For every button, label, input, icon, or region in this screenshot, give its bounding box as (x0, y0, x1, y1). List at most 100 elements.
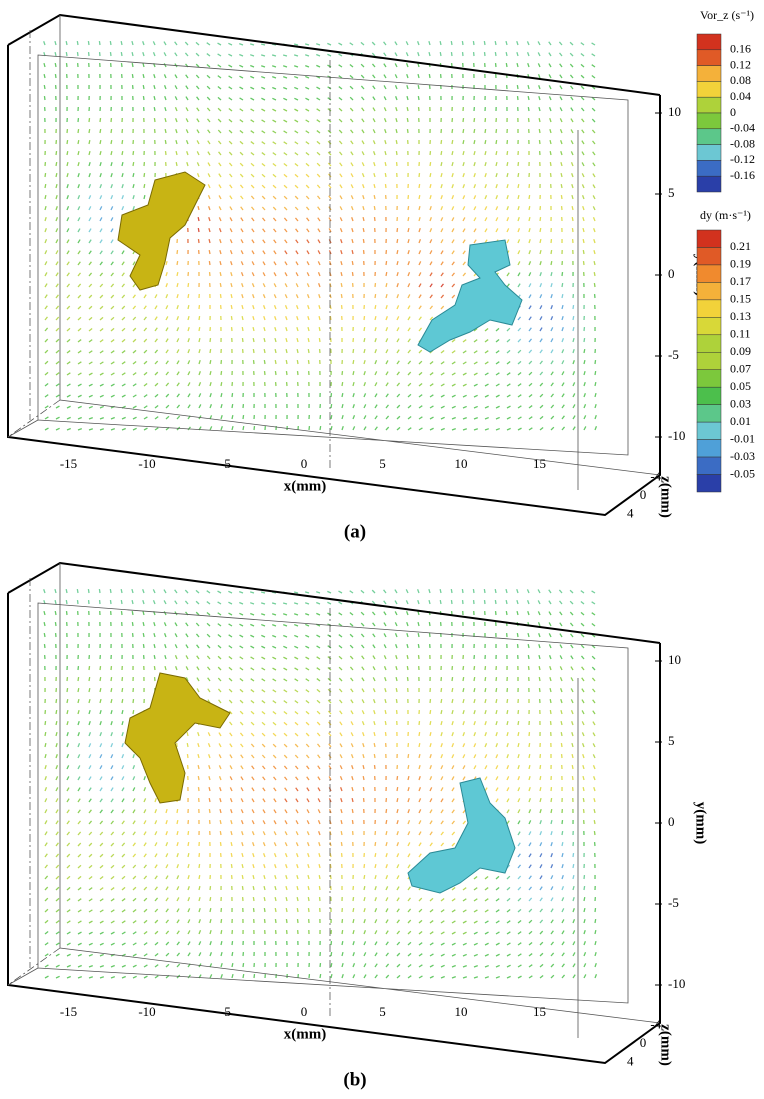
panel: -15-10-50510151050-5-10-404x(mm)y(mm)z(m… (8, 15, 709, 542)
vector-arrow (294, 614, 298, 615)
vector-arrow (56, 876, 59, 879)
vector-arrow (219, 700, 221, 703)
vector-arrow (199, 919, 200, 923)
colorbar-swatch (697, 300, 721, 317)
vector-arrow (538, 41, 540, 45)
vector-arrow (144, 173, 145, 177)
vector-arrow (208, 184, 210, 188)
vector-arrow (264, 908, 265, 912)
vector-arrow (441, 688, 442, 692)
vector-arrow (229, 152, 232, 155)
vector-arrow (67, 854, 70, 857)
vector-arrow (89, 118, 90, 122)
vector-arrow (397, 853, 399, 857)
vector-arrow (362, 119, 364, 122)
vector-arrow (262, 218, 265, 221)
vector-arrow (45, 428, 48, 430)
vector-arrow (155, 942, 158, 945)
vector-arrow (583, 195, 584, 199)
vector-arrow (262, 185, 265, 188)
vector-arrow (263, 262, 265, 265)
vector-arrow (143, 600, 144, 604)
vector-arrow (177, 327, 179, 331)
vector-arrow (133, 339, 136, 342)
vector-arrow (133, 384, 136, 386)
vector-arrow (264, 875, 265, 879)
vector-arrow (507, 732, 508, 736)
vector-arrow (188, 427, 190, 430)
vector-arrow (474, 118, 475, 122)
vector-arrow (56, 228, 58, 232)
vector-arrow (230, 207, 232, 210)
vector-arrow (419, 350, 422, 353)
vector-arrow (242, 327, 243, 331)
vector-arrow (273, 733, 276, 736)
vector-arrow (529, 743, 530, 747)
vector-arrow (220, 239, 221, 243)
vector-arrow (155, 405, 158, 408)
vector-arrow (350, 634, 353, 637)
vector-arrow (284, 142, 287, 144)
vector-arrow (593, 765, 595, 769)
vector-arrow (496, 351, 499, 353)
vector-arrow (406, 600, 408, 604)
vector-arrow (474, 151, 475, 155)
vector-arrow (308, 842, 309, 846)
vector-arrow (285, 788, 287, 791)
vector-arrow (362, 699, 364, 703)
vector-arrow (386, 372, 388, 375)
vector-arrow (375, 349, 376, 353)
vector-arrow (264, 853, 265, 857)
vector-arrow (331, 426, 332, 430)
vector-arrow (294, 109, 298, 111)
vector-arrow (67, 688, 68, 692)
vector-arrow (155, 383, 158, 386)
vector-arrow (67, 699, 68, 703)
vector-arrow (132, 589, 133, 593)
vector-arrow (496, 977, 500, 978)
vector-arrow (177, 416, 180, 419)
vector-arrow (319, 316, 320, 320)
vector-arrow (240, 635, 243, 637)
vector-arrow (177, 820, 178, 824)
vector-arrow (220, 820, 221, 824)
vector-arrow (375, 382, 377, 386)
vector-arrow (78, 262, 80, 265)
vector-arrow (408, 931, 411, 934)
vector-arrow (529, 820, 531, 824)
vector-arrow (463, 373, 466, 375)
vector-arrow (66, 63, 67, 67)
vector-arrow (111, 754, 113, 758)
vector-arrow (166, 953, 169, 956)
vector-arrow (583, 776, 584, 780)
vector-arrow (262, 711, 265, 714)
vector-arrow (296, 240, 298, 243)
vector-arrow (385, 666, 386, 670)
vector-arrow (155, 339, 157, 342)
vector-arrow (452, 373, 455, 375)
vector-arrow (319, 886, 320, 890)
vector-arrow (430, 765, 431, 769)
vector-arrow (253, 853, 254, 857)
vector-arrow (539, 85, 540, 89)
vector-arrow (307, 218, 309, 221)
vector-arrow (518, 217, 519, 221)
vector-arrow (350, 97, 353, 100)
vector-arrow (251, 120, 254, 122)
vector-arrow (187, 732, 188, 736)
vector-arrow (284, 701, 287, 703)
vector-arrow (78, 406, 82, 408)
vector-arrow (571, 645, 573, 648)
vector-arrow (209, 809, 210, 813)
vector-arrow (441, 899, 444, 901)
vector-arrow (166, 350, 168, 353)
vector-arrow (584, 404, 586, 408)
vector-arrow (518, 887, 521, 890)
vector-arrow (275, 316, 276, 320)
vector-arrow (296, 799, 298, 802)
vector-arrow (284, 153, 287, 155)
vector-arrow (474, 677, 475, 681)
vector-arrow (507, 743, 508, 747)
vector-arrow (373, 688, 375, 692)
vector-arrow (452, 710, 453, 714)
